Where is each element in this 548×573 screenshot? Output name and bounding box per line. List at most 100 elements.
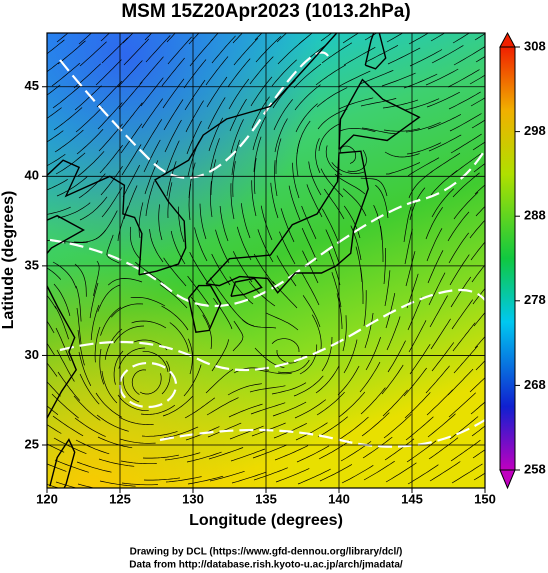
streamline <box>96 414 129 432</box>
streamline <box>450 439 481 462</box>
streamline <box>453 345 479 374</box>
streamline <box>383 128 420 132</box>
streamline <box>361 127 398 135</box>
streamline <box>451 299 474 330</box>
streamline <box>99 480 136 487</box>
x-tick-label: 145 <box>401 491 423 506</box>
streamline <box>473 163 485 173</box>
streamline <box>447 368 474 396</box>
streamline <box>342 315 347 352</box>
streamline <box>165 140 180 175</box>
streamline <box>336 293 343 329</box>
streamline <box>51 393 79 419</box>
streamline <box>100 166 123 196</box>
streamline <box>407 296 423 331</box>
streamline <box>407 157 440 177</box>
streamline <box>163 99 184 131</box>
streamline <box>387 340 406 373</box>
streamline <box>276 33 288 43</box>
streamline <box>449 416 479 440</box>
streamline <box>474 336 485 349</box>
streamline <box>341 465 374 484</box>
streamline <box>430 33 446 42</box>
streamline <box>159 284 188 309</box>
streamline <box>76 129 104 155</box>
streamline <box>315 365 340 394</box>
streamline <box>206 397 239 416</box>
streamline <box>475 206 485 217</box>
streamline <box>178 206 185 243</box>
streamline <box>232 33 243 44</box>
streamline <box>409 187 426 221</box>
streamline <box>272 401 307 417</box>
streamline <box>56 176 88 197</box>
streamline <box>170 230 186 265</box>
streamline <box>271 338 300 353</box>
streamline <box>331 162 365 174</box>
streamline <box>428 134 462 152</box>
streamline <box>47 295 57 309</box>
streamline <box>382 389 408 417</box>
streamline <box>339 416 369 440</box>
streamline <box>54 129 84 153</box>
streamline <box>475 56 485 63</box>
streamline <box>375 184 389 219</box>
streamline <box>429 152 461 174</box>
streamline <box>118 81 143 110</box>
streamline <box>425 68 459 86</box>
streamline <box>276 255 297 287</box>
streamline <box>117 206 129 242</box>
streamline <box>230 448 266 462</box>
coastline <box>187 284 222 333</box>
streamline <box>139 56 164 85</box>
streamline <box>405 416 434 441</box>
streamline <box>471 264 485 283</box>
streamline <box>384 270 391 307</box>
streamline <box>250 402 286 415</box>
streamline <box>110 303 144 318</box>
colorbar-tick-label: 288 <box>524 208 546 223</box>
streamline <box>206 76 228 108</box>
streamline <box>215 229 230 264</box>
streamline <box>47 484 60 488</box>
x-tick-label: 135 <box>255 491 277 506</box>
streamline <box>166 161 177 197</box>
streamline <box>143 139 161 173</box>
streamline <box>78 173 106 199</box>
streamline <box>469 74 485 85</box>
streamline <box>75 107 103 133</box>
streamline <box>164 452 201 461</box>
streamline <box>380 226 384 262</box>
streamline <box>232 320 244 352</box>
streamline <box>51 62 81 87</box>
streamline <box>121 144 142 176</box>
x-tick-label: 140 <box>328 491 350 506</box>
streamline <box>199 203 207 240</box>
footer-line: Data from http://database.rish.kyoto-u.a… <box>129 560 403 571</box>
colorbar-tick-label: 258 <box>524 461 546 476</box>
streamline <box>430 318 451 350</box>
streamline <box>95 59 122 86</box>
streamline <box>249 56 274 85</box>
streamline <box>316 87 348 108</box>
streamline <box>257 229 274 263</box>
streamline <box>403 206 412 243</box>
streamline <box>301 205 317 240</box>
streamline <box>470 97 485 107</box>
streamline <box>299 344 318 375</box>
coastline <box>338 78 421 150</box>
streamline <box>302 295 321 328</box>
streamline <box>101 187 123 218</box>
streamline <box>469 219 485 239</box>
streamline <box>47 39 65 55</box>
streamline <box>95 210 118 240</box>
streamline <box>427 114 462 130</box>
streamline <box>365 336 381 371</box>
streamline <box>232 161 236 198</box>
streamline <box>47 320 55 334</box>
streamline <box>187 475 224 485</box>
streamline <box>241 319 277 329</box>
streamline <box>475 360 485 371</box>
streamline <box>473 311 485 327</box>
streamline <box>143 477 180 481</box>
